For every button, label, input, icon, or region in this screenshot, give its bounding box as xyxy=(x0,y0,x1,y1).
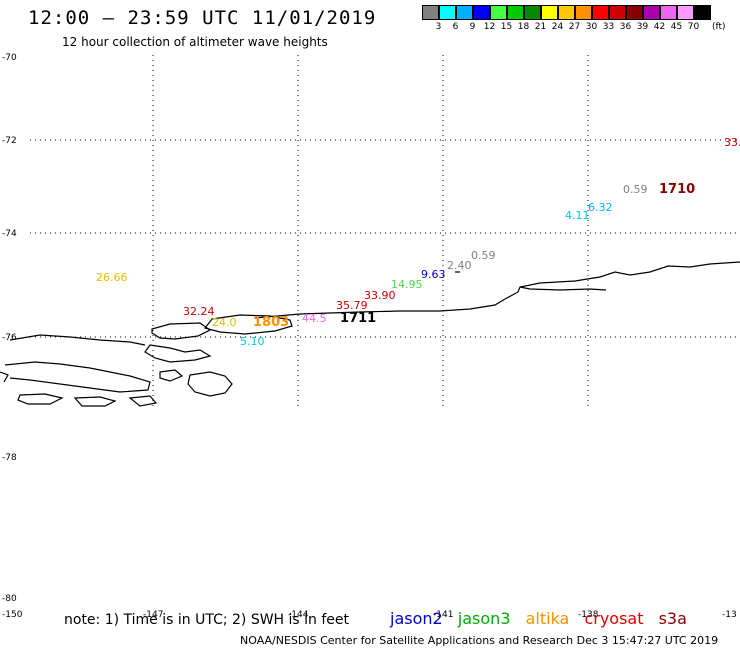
legend-swatch xyxy=(490,5,507,20)
obs-label: 26.66 xyxy=(96,271,128,284)
lon-label: -147 xyxy=(143,610,163,620)
legend-label: 27 xyxy=(568,22,581,32)
coastline xyxy=(0,261,740,407)
legend-label: 12 xyxy=(483,22,496,32)
obs-label: 33.90 xyxy=(364,289,396,302)
obs-label: 4.11 xyxy=(565,209,590,222)
legend-swatch xyxy=(422,5,439,20)
legend-swatch xyxy=(558,5,575,20)
legend-label: 70 xyxy=(687,22,700,32)
legend-swatch xyxy=(575,5,592,20)
lon-label: -138 xyxy=(578,610,599,620)
obs-label: 44.5 xyxy=(302,312,327,325)
obs-label: 1710 xyxy=(659,182,695,197)
satellite-legend: jason2 jason3 altika cryosat s3a xyxy=(390,609,697,628)
legend-label: 45 xyxy=(670,22,683,32)
legend-swatch xyxy=(677,5,694,20)
legend-label: 3 xyxy=(435,22,442,32)
obs-label: 1711 xyxy=(340,311,376,326)
obs-label: 1803 xyxy=(253,315,289,330)
satellite-jason2: jason2 xyxy=(390,609,443,628)
obs-label: 0.59 xyxy=(623,183,648,196)
obs-label: 33. xyxy=(724,136,740,149)
legend-label: 15 xyxy=(500,22,513,32)
lon-label: -144 xyxy=(288,610,309,620)
color-scale-labels: 3 6 9 12 15 18 21 24 27 30 33 36 39 42 45 70 xyxy=(422,22,702,32)
legend-swatch xyxy=(592,5,609,20)
legend-swatch xyxy=(643,5,660,20)
lat-label: -78 xyxy=(2,453,17,463)
lon-label: -150 xyxy=(2,610,23,620)
obs-label: 24.0 xyxy=(212,316,237,329)
legend-label: 36 xyxy=(619,22,632,32)
legend-label: 21 xyxy=(534,22,547,32)
legend-swatch xyxy=(626,5,643,20)
obs-label: 0.59 xyxy=(471,249,496,262)
map-subtitle: 12 hour collection of altimeter wave hei… xyxy=(62,35,328,49)
obs-label: 32.24 xyxy=(183,305,215,318)
lat-label: -80 xyxy=(2,594,17,604)
map-title: 12:00 — 23:59 UTC 11/01/2019 xyxy=(28,7,377,29)
legend-swatch xyxy=(524,5,541,20)
obs-label: 2.40 xyxy=(447,259,472,272)
lon-label: -141 xyxy=(433,610,453,620)
lat-label: -70 xyxy=(2,53,17,63)
legend-swatch xyxy=(541,5,558,20)
legend-label: 24 xyxy=(551,22,564,32)
legend-label: 42 xyxy=(653,22,666,32)
lat-label: -76 xyxy=(2,333,17,343)
obs-label: 9.63 xyxy=(421,268,446,281)
color-scale-legend xyxy=(422,5,711,20)
satellite-altika: altika xyxy=(525,609,570,628)
legend-swatch xyxy=(456,5,473,20)
legend-label: 9 xyxy=(469,22,476,32)
legend-label: 30 xyxy=(585,22,598,32)
satellite-cryosat: cryosat xyxy=(584,609,644,628)
satellite-jason3: jason3 xyxy=(457,609,511,628)
credit-line: NOAA/NESDIS Center for Satellite Applica… xyxy=(240,634,719,647)
legend-label: 6 xyxy=(452,22,459,32)
legend-swatch xyxy=(473,5,490,20)
obs-label: 35.79 xyxy=(336,299,368,312)
legend-swatch xyxy=(507,5,524,20)
obs-label: 14.95 xyxy=(391,278,423,291)
obs-label: 5.10 xyxy=(240,335,265,348)
footer-note: note: 1) Time is in UTC; 2) SWH is in fe… xyxy=(64,612,350,628)
color-scale-unit: (ft) xyxy=(712,22,726,32)
lon-label: -13 xyxy=(722,610,737,620)
legend-label: 18 xyxy=(517,22,530,32)
legend-swatch xyxy=(694,5,711,20)
legend-label: 33 xyxy=(602,22,615,32)
lat-label: -72 xyxy=(2,136,17,146)
legend-label: 39 xyxy=(636,22,649,32)
legend-swatch xyxy=(439,5,456,20)
obs-label: 6.32 xyxy=(588,201,613,214)
legend-swatch xyxy=(660,5,677,20)
legend-swatch xyxy=(609,5,626,20)
satellite-s3a: s3a xyxy=(658,609,687,628)
lat-label: -74 xyxy=(2,229,17,239)
